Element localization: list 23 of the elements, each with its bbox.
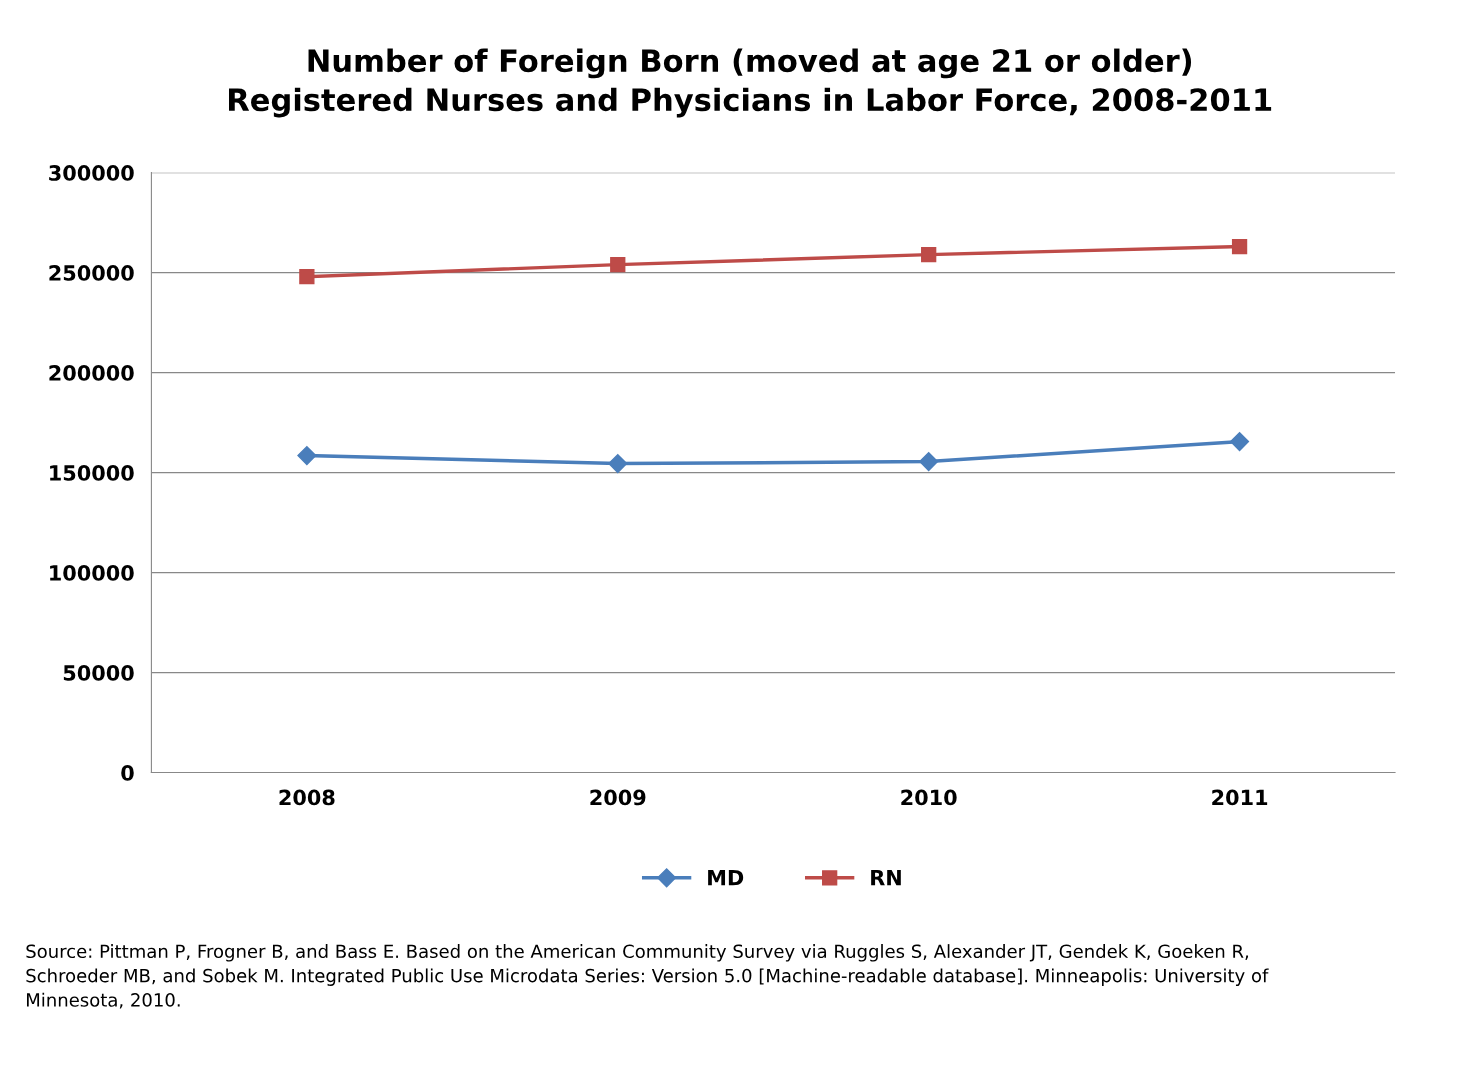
x-tick-label: 2010 bbox=[901, 789, 957, 806]
chart-title: Number of Foreign Born (moved at age 21 or older) Registered Nurses and Physicians in Labor Force, 2008-2011 bbox=[229, 48, 1272, 118]
legend-label: MD bbox=[708, 869, 744, 886]
point bbox=[610, 256, 626, 273]
y-tick-label: 0 bbox=[121, 765, 134, 781]
source-note: Source: Pittman P, Frogner B, and Bass E. Based on the American Community Survey via Ruggles S, Alexander JT, Gendek K, Goeken R, Schroeder MB, and Sobek M. Integrated Public Use Microdata Series: Version 5.0 [Machine-readable database]. Minneapolis: University of Minnesota, 2010. bbox=[26, 944, 1269, 1009]
point bbox=[299, 268, 315, 285]
point bbox=[921, 246, 937, 263]
y-tick-label: 50000 bbox=[63, 665, 134, 681]
point bbox=[1230, 432, 1250, 452]
x-tick-label: 2011 bbox=[1212, 789, 1268, 806]
point bbox=[919, 452, 939, 472]
y-tick-label: 200000 bbox=[49, 365, 134, 381]
y-tick-label: 250000 bbox=[49, 265, 134, 281]
legend-label: RN bbox=[871, 869, 901, 886]
y-tick-label: 100000 bbox=[50, 565, 134, 581]
y-tick-label: 150000 bbox=[50, 465, 134, 481]
point bbox=[1231, 238, 1248, 255]
point bbox=[608, 454, 628, 474]
point bbox=[297, 446, 317, 466]
x-tick-label: 2008 bbox=[279, 789, 335, 806]
x-tick-label: 2009 bbox=[590, 789, 646, 806]
y-tick-label: 300000 bbox=[49, 165, 134, 181]
